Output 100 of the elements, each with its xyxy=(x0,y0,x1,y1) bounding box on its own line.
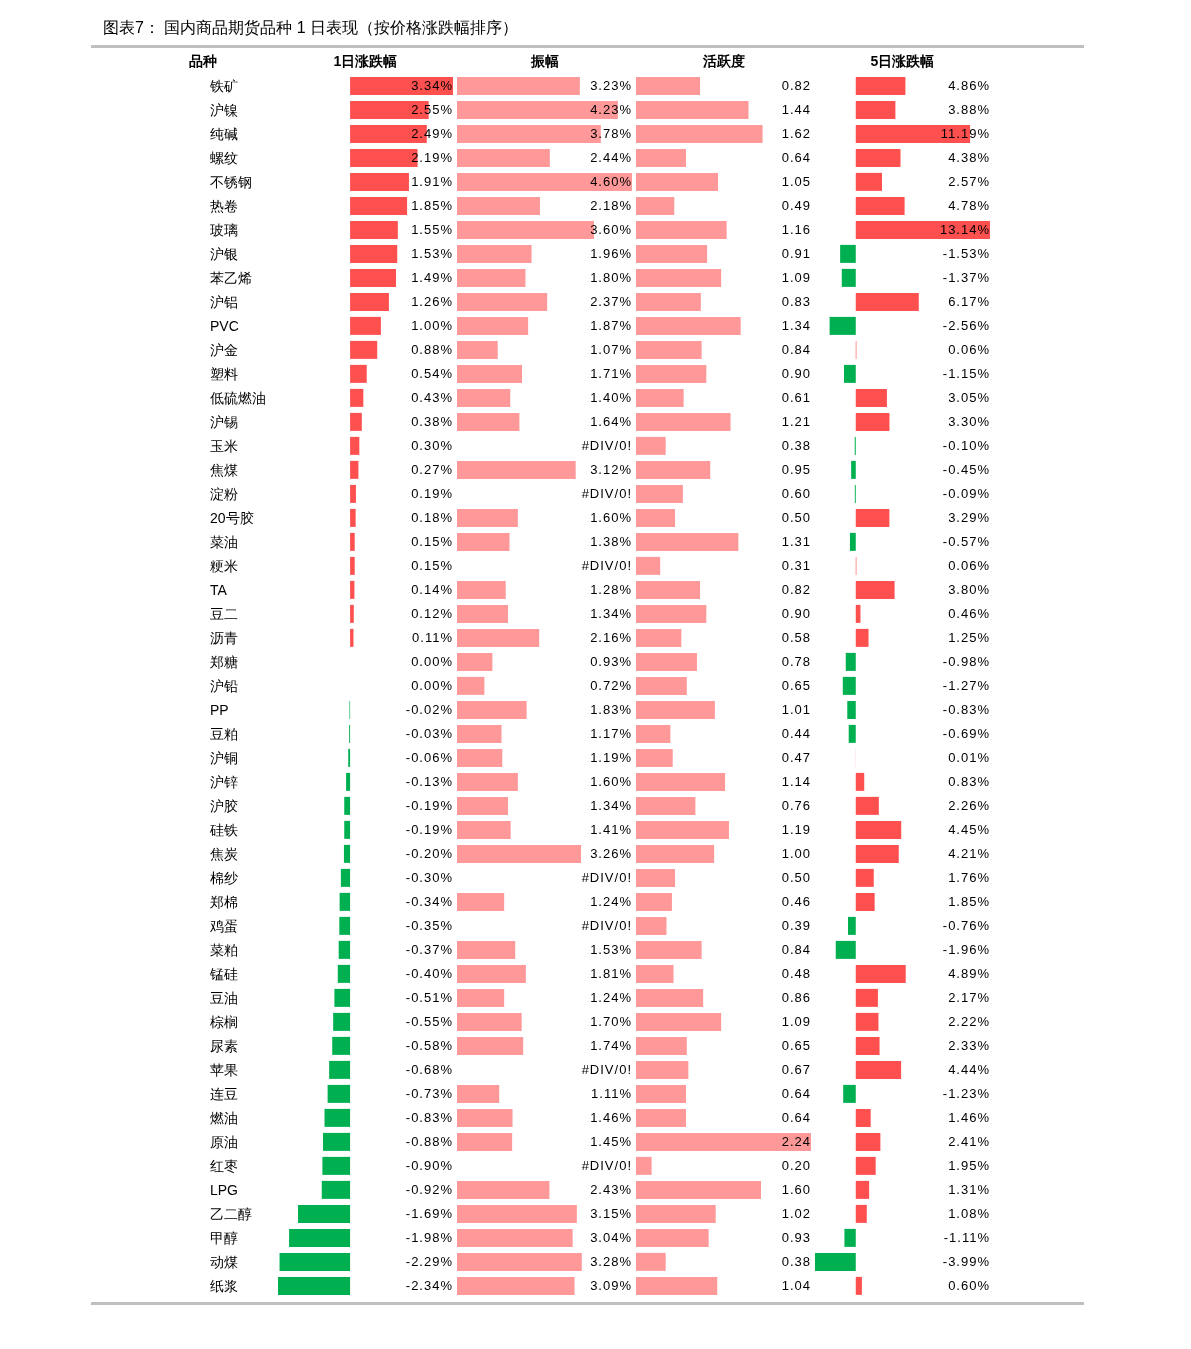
data-label: -1.11% xyxy=(942,1229,990,1247)
bar xyxy=(457,388,511,407)
bar xyxy=(457,364,523,383)
data-label: 1.00 xyxy=(780,845,811,863)
data-label: -1.23% xyxy=(941,1085,990,1103)
y-tick-label: 尿素 xyxy=(210,1038,238,1054)
bar xyxy=(350,412,362,431)
bar xyxy=(829,316,856,335)
bar xyxy=(457,532,510,551)
data-label: 1.80% xyxy=(589,269,632,287)
data-label: 0.38 xyxy=(780,437,811,455)
bar xyxy=(334,988,351,1007)
data-label: 1.16 xyxy=(780,221,811,239)
data-label: -1.98% xyxy=(404,1229,453,1247)
data-label: 2.18% xyxy=(589,197,632,215)
bar xyxy=(855,76,906,95)
data-label: 3.30% xyxy=(947,413,990,431)
data-label: -0.90% xyxy=(404,1157,453,1175)
bar xyxy=(350,196,408,215)
data-label: 1.34 xyxy=(780,317,811,335)
data-label: -1.27% xyxy=(941,677,990,695)
y-tick-label: 不锈钢 xyxy=(210,174,252,190)
data-label: 2.41% xyxy=(947,1133,990,1151)
data-label: 1.46% xyxy=(589,1109,632,1127)
bar xyxy=(855,1132,881,1151)
bar xyxy=(636,388,684,407)
data-label: 0.67 xyxy=(780,1061,811,1079)
data-label: -0.10% xyxy=(941,437,990,455)
data-label: -0.03% xyxy=(404,725,453,743)
bar xyxy=(636,1084,686,1103)
data-label: 2.44% xyxy=(589,149,632,167)
bar xyxy=(350,532,355,551)
data-label: 3.28% xyxy=(589,1253,632,1271)
data-label: 0.01% xyxy=(947,749,990,767)
data-label: 1.24% xyxy=(589,893,632,911)
bar xyxy=(636,988,704,1007)
bar xyxy=(636,1228,709,1247)
bar xyxy=(636,1060,689,1079)
bar xyxy=(855,1204,867,1223)
bar xyxy=(457,676,485,695)
data-label: 1.62 xyxy=(780,125,811,143)
bar xyxy=(338,940,351,959)
bar xyxy=(636,196,675,215)
data-label: 3.34% xyxy=(410,77,453,95)
data-label: 1.55% xyxy=(410,221,453,239)
bar xyxy=(845,652,856,671)
bar xyxy=(350,508,356,527)
bar xyxy=(855,892,875,911)
data-label: 0.50 xyxy=(780,509,811,527)
data-label: 1.28% xyxy=(589,581,632,599)
text: #DIV/0! xyxy=(581,1158,632,1173)
y-tick-label: 焦炭 xyxy=(210,846,238,862)
data-label: 0.78 xyxy=(780,653,811,671)
bar xyxy=(636,868,676,887)
bar xyxy=(636,844,715,863)
bar xyxy=(457,340,498,359)
bar xyxy=(350,316,381,335)
data-label: 4.60% xyxy=(457,170,632,194)
data-label: -1.96% xyxy=(941,941,990,959)
data-label: 3.09% xyxy=(589,1277,632,1295)
data-label: -0.06% xyxy=(404,749,453,767)
bar xyxy=(457,1012,522,1031)
y-tick-label: 菜油 xyxy=(210,534,238,550)
data-label: -0.40% xyxy=(404,965,453,983)
bar xyxy=(855,796,879,815)
data-label: 0.48 xyxy=(780,965,811,983)
y-tick-label: 淀粉 xyxy=(210,486,238,502)
bar xyxy=(340,868,351,887)
data-label: 3.05% xyxy=(947,389,990,407)
bar xyxy=(457,148,550,167)
data-label: -0.35% xyxy=(404,917,453,935)
data-label: 0.60 xyxy=(780,485,811,503)
data-label: 0.54% xyxy=(410,365,453,383)
y-tick-label: PP xyxy=(210,702,229,718)
y-tick-label: 豆二 xyxy=(210,606,238,622)
bar xyxy=(278,1276,351,1295)
bar xyxy=(636,1156,652,1175)
data-label: 0.84 xyxy=(780,941,811,959)
data-label: -2.56% xyxy=(941,317,990,335)
data-label: 0.00% xyxy=(410,677,453,695)
y-tick-label: 塑料 xyxy=(210,366,238,382)
y-tick-label: 甲醇 xyxy=(210,1230,238,1246)
bar xyxy=(636,772,726,791)
bar xyxy=(636,1012,722,1031)
y-tick-label: 苯乙烯 xyxy=(210,270,252,286)
bar xyxy=(333,1012,351,1031)
bar xyxy=(636,724,671,743)
data-label: -0.19% xyxy=(404,821,453,839)
bar xyxy=(636,796,696,815)
data-label: 1.26% xyxy=(410,293,453,311)
bar xyxy=(855,100,896,119)
y-tick-label: TA xyxy=(210,582,228,598)
data-label: 3.12% xyxy=(589,461,632,479)
data-label: 1.95% xyxy=(947,1157,990,1175)
bar xyxy=(855,628,869,647)
y-tick-label: 沪镍 xyxy=(210,102,238,118)
data-label: 0.11% xyxy=(411,629,453,647)
y-tick-label: 铁矿 xyxy=(209,78,238,94)
bar xyxy=(855,988,878,1007)
data-label: 0.50 xyxy=(780,869,811,887)
